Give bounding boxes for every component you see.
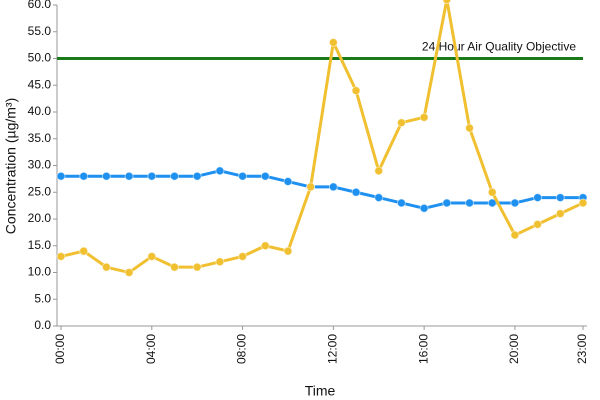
series-line — [61, 169, 583, 210]
data-point — [147, 171, 157, 181]
data-point — [442, 198, 452, 208]
data-point — [260, 171, 270, 181]
x-tick-label: 23:00 — [575, 334, 589, 364]
data-point — [374, 166, 384, 176]
y-tick-label: 30.0 — [28, 158, 52, 172]
data-point — [442, 0, 452, 5]
data-point — [328, 37, 338, 47]
data-point — [578, 198, 588, 208]
x-tick-label: 20:00 — [507, 334, 521, 364]
x-tick-label: 04:00 — [144, 334, 158, 364]
data-point — [510, 198, 520, 208]
y-axis-label: Concentration (µg/m³) — [3, 98, 19, 234]
data-point — [510, 230, 520, 240]
data-point — [56, 171, 66, 181]
data-point — [533, 193, 543, 203]
data-point — [215, 257, 225, 267]
data-point — [465, 123, 475, 133]
data-point — [419, 112, 429, 122]
data-point — [283, 246, 293, 256]
y-tick-label: 35.0 — [28, 131, 52, 145]
y-tick-label: 20.0 — [28, 211, 52, 225]
data-point — [169, 171, 179, 181]
data-point — [396, 198, 406, 208]
data-point — [351, 187, 361, 197]
data-point — [351, 86, 361, 96]
threshold-label: 24 Hour Air Quality Objective — [422, 40, 576, 54]
data-point — [101, 262, 111, 272]
data-point — [124, 268, 134, 277]
y-tick-label: 50.0 — [28, 51, 52, 65]
y-tick-label: 40.0 — [28, 104, 52, 118]
y-tick-label: 5.0 — [34, 291, 51, 305]
data-point — [56, 251, 66, 261]
x-tick-label: 12:00 — [326, 334, 340, 364]
data-point — [79, 246, 89, 256]
x-tick-label: 00:00 — [53, 334, 67, 364]
data-point — [465, 198, 475, 208]
data-point — [396, 118, 406, 128]
data-point — [79, 171, 89, 181]
data-point — [487, 187, 497, 197]
data-point — [192, 171, 202, 181]
y-tick-label: 15.0 — [28, 238, 52, 252]
series-line — [60, 0, 584, 274]
data-point — [374, 193, 384, 203]
data-point — [306, 182, 316, 192]
data-point — [328, 182, 338, 192]
data-point — [555, 209, 565, 219]
y-tick-label: 25.0 — [28, 184, 52, 198]
data-point — [260, 241, 270, 251]
data-point — [238, 251, 248, 261]
data-point — [169, 262, 179, 272]
data-point — [124, 171, 134, 181]
data-point — [555, 193, 565, 203]
data-point — [101, 171, 111, 181]
y-tick-label: 10.0 — [28, 265, 52, 279]
x-axis-label: Time — [305, 383, 336, 399]
y-tick-label: 45.0 — [28, 77, 52, 91]
data-point — [192, 262, 202, 272]
data-point — [147, 251, 157, 261]
y-tick-label: 0.0 — [34, 318, 51, 332]
y-tick-label: 60.0 — [28, 0, 52, 11]
data-point — [215, 166, 225, 176]
x-tick-label: 16:00 — [416, 334, 430, 364]
y-tick-label: 55.0 — [28, 24, 52, 38]
data-point — [419, 203, 429, 213]
data-point — [283, 177, 293, 187]
x-tick-label: 08:00 — [235, 334, 249, 364]
data-point — [238, 171, 248, 181]
data-point — [533, 219, 543, 229]
